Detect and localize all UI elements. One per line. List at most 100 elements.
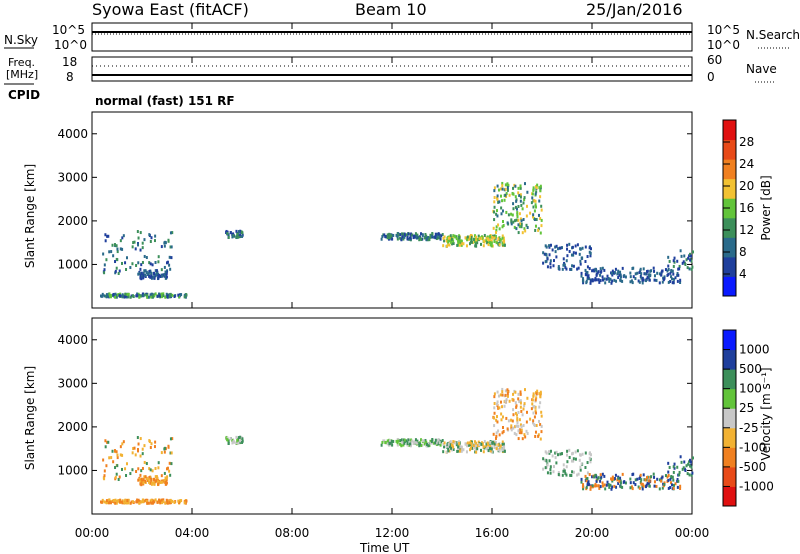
velocity-cell — [420, 438, 423, 442]
power-cell — [638, 270, 641, 274]
power-cell — [601, 278, 604, 282]
velocity-cell — [525, 429, 528, 433]
power-cell — [610, 281, 613, 285]
power-cell — [403, 235, 406, 239]
power-cell — [588, 246, 591, 250]
power-cell — [672, 272, 675, 276]
velocity-cell — [469, 439, 472, 443]
power-cell — [384, 235, 387, 239]
velocity-cell — [506, 392, 509, 396]
velocity-cell — [646, 481, 649, 485]
power-cell — [143, 238, 146, 242]
velocity-cell — [555, 461, 558, 465]
velocity-cell — [495, 418, 498, 422]
velocity-cell — [594, 484, 597, 488]
velocity-cell — [549, 449, 552, 453]
velocity-cell — [523, 402, 526, 406]
power-cell — [542, 261, 545, 265]
power-cell — [514, 205, 517, 209]
velocity-cell — [621, 485, 624, 489]
velocity-cell — [157, 461, 160, 465]
velocity-cell — [546, 463, 549, 467]
velocity-cell — [475, 450, 478, 454]
velocity-cell — [155, 475, 158, 479]
power-cell — [160, 268, 163, 272]
velocity-cell — [613, 484, 616, 488]
power-cell — [585, 279, 588, 283]
power-cell — [510, 218, 513, 222]
power-cell — [588, 250, 591, 254]
power-cell — [156, 294, 159, 298]
power-cell — [144, 273, 147, 277]
velocity-cell — [241, 437, 244, 441]
power-cell — [520, 203, 523, 207]
power-cell — [581, 246, 584, 250]
velocity-colorbar-swatch — [723, 369, 736, 390]
velocity-cell — [434, 438, 437, 442]
velocity-cell — [684, 468, 687, 472]
power-cell — [682, 260, 685, 264]
power-cell — [137, 243, 140, 247]
power-cell — [523, 182, 526, 186]
power-cell — [611, 273, 614, 277]
power-cell — [584, 259, 587, 263]
velocity-cell — [116, 456, 119, 460]
velocity-cell — [493, 424, 496, 428]
power-cell — [572, 251, 575, 255]
velocity-cell — [688, 460, 691, 464]
power-cell — [660, 273, 663, 277]
velocity-cell — [614, 473, 617, 477]
velocity-cell — [634, 483, 637, 487]
velocity-colorbar-tick-label: 100 — [739, 382, 762, 396]
velocity-cell — [520, 425, 523, 429]
power-cell — [477, 234, 480, 238]
velocity-cell — [598, 486, 601, 490]
velocity-cell — [525, 410, 528, 414]
power-cell — [416, 233, 419, 237]
power-cell — [164, 295, 167, 299]
velocity-cell — [108, 500, 111, 504]
velocity-cell — [155, 479, 158, 483]
power-cell — [579, 259, 582, 263]
velocity-cell — [445, 450, 448, 454]
velocity-cell — [131, 500, 134, 504]
velocity-cell — [114, 466, 117, 470]
power-cell — [436, 232, 439, 236]
velocity-cell — [115, 450, 118, 454]
power-cell — [483, 233, 486, 237]
power-cell — [115, 295, 118, 299]
velocity-cell — [504, 399, 507, 403]
power-cell — [103, 268, 106, 272]
velocity-cell — [119, 453, 122, 457]
velocity-cell — [568, 455, 571, 459]
power-cell — [124, 292, 127, 296]
velocity-cell — [116, 499, 119, 503]
power-cell — [562, 257, 565, 261]
power-cell — [619, 270, 622, 274]
power-cell — [443, 235, 446, 239]
power-cell — [540, 208, 543, 212]
power-cell — [667, 255, 670, 259]
power-cell — [457, 241, 460, 245]
power-cell — [414, 232, 417, 236]
power-cell — [401, 235, 404, 239]
velocity-cell — [539, 401, 542, 405]
power-cell — [406, 237, 409, 241]
power-cell — [481, 237, 484, 241]
velocity-cell — [523, 388, 526, 392]
velocity-cell — [134, 453, 137, 457]
velocity-cell — [424, 438, 427, 442]
velocity-cell — [399, 442, 402, 446]
velocity-cell — [641, 485, 644, 489]
velocity-cell — [514, 401, 517, 405]
velocity-cell — [594, 482, 597, 486]
velocity-cell — [148, 439, 151, 443]
power-cell — [663, 277, 666, 281]
power-cell — [165, 292, 168, 296]
power-cell — [122, 234, 125, 238]
velocity-cell — [526, 431, 529, 435]
power-cell — [157, 276, 160, 280]
power-cell — [563, 261, 566, 265]
velocity-cell — [517, 429, 520, 433]
velocity-cell — [418, 444, 421, 448]
